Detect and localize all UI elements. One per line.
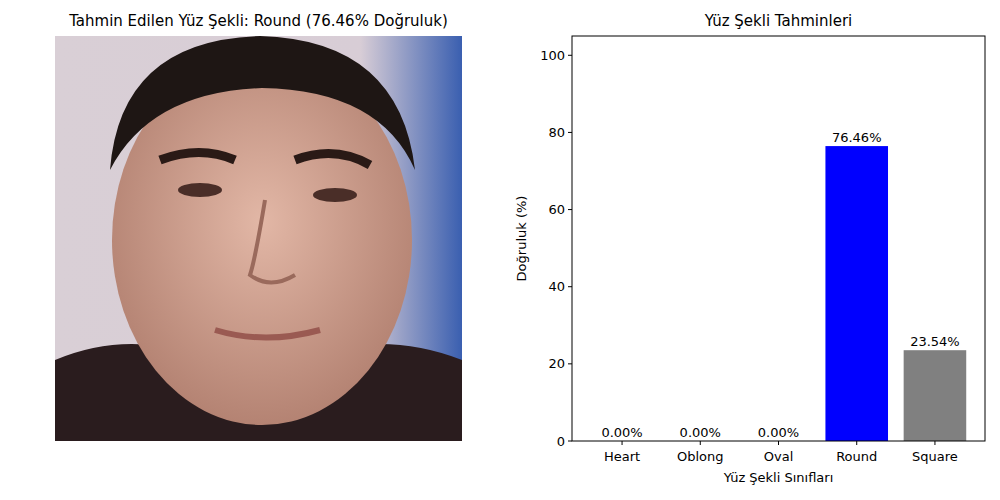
y-tick xyxy=(568,55,572,56)
figure: Tahmin Edilen Yüz Şekli: Round (76.46% D… xyxy=(0,0,1000,500)
x-tick-label: Heart xyxy=(604,449,640,464)
x-tick-label: Square xyxy=(912,449,958,464)
y-tick-label: 40 xyxy=(548,279,565,294)
y-tick-label: 20 xyxy=(548,356,565,371)
y-tick-label: 60 xyxy=(548,202,565,217)
y-tick-label: 100 xyxy=(540,48,565,63)
bar xyxy=(904,350,967,441)
x-tick xyxy=(856,441,857,445)
y-tick-label: 0 xyxy=(557,434,565,449)
data-label: 76.46% xyxy=(832,130,882,145)
photo-eye xyxy=(313,188,357,202)
data-label: 0.00% xyxy=(680,425,721,440)
x-tick-label: Oblong xyxy=(677,449,724,464)
plot-frame xyxy=(572,36,985,441)
data-label: 23.54% xyxy=(910,334,960,349)
photo-eye xyxy=(178,183,222,197)
image-title: Tahmin Edilen Yüz Şekli: Round (76.46% D… xyxy=(68,12,448,30)
y-tick xyxy=(568,286,572,287)
y-tick xyxy=(568,363,572,364)
x-tick xyxy=(934,441,935,445)
y-axis-label: Doğruluk (%) xyxy=(514,196,529,282)
x-tick xyxy=(700,441,701,445)
y-tick-label: 80 xyxy=(548,125,565,140)
x-tick xyxy=(622,441,623,445)
bar xyxy=(825,146,888,441)
photo-brow xyxy=(295,154,370,165)
chart-title: Yüz Şekli Tahminleri xyxy=(704,12,853,30)
bars xyxy=(825,146,966,441)
photo-background xyxy=(55,36,462,441)
photo xyxy=(55,36,462,441)
y-tick xyxy=(568,132,572,133)
y-tick xyxy=(568,209,572,210)
photo-mouth xyxy=(215,330,320,338)
x-tick xyxy=(778,441,779,445)
photo-brow xyxy=(160,153,235,161)
data-label: 0.00% xyxy=(758,425,799,440)
photo-hair xyxy=(110,36,415,170)
photo-nose xyxy=(250,200,295,283)
x-tick-label: Oval xyxy=(764,449,794,464)
x-axis-label: Yüz Şekli Sınıfları xyxy=(723,470,834,485)
x-tick-label: Round xyxy=(836,449,877,464)
y-tick xyxy=(568,441,572,442)
data-label: 0.00% xyxy=(601,425,642,440)
page: Tahmin Edilen Yüz Şekli: Round (76.46% D… xyxy=(0,0,1000,500)
